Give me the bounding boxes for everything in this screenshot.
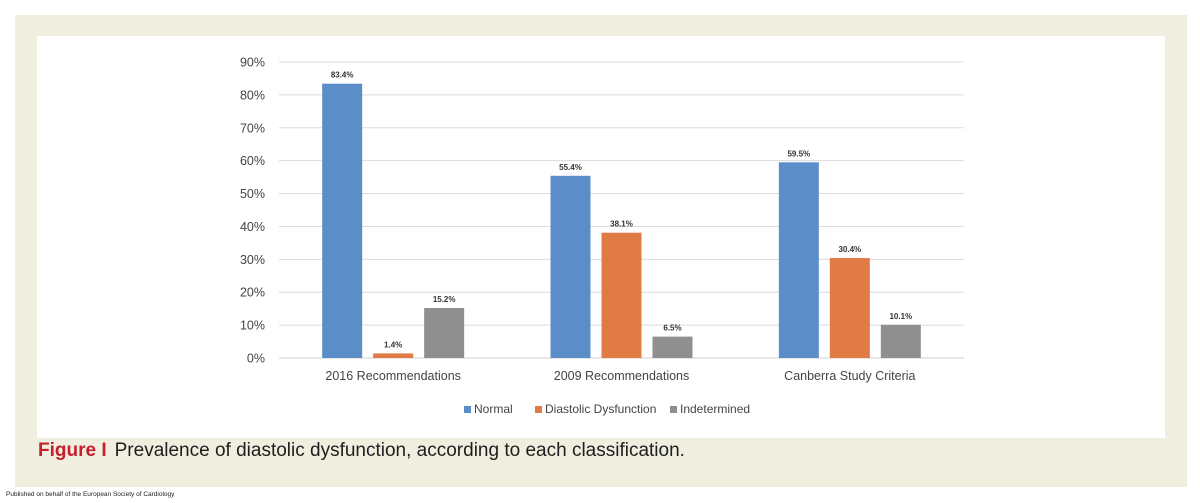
- bar: [652, 336, 693, 358]
- bar: [601, 232, 642, 358]
- x-category-label: 2009 Recommendations: [554, 369, 690, 383]
- y-tick-label: 30%: [240, 253, 265, 267]
- y-tick-label: 80%: [240, 88, 265, 102]
- bar: [322, 83, 363, 358]
- bar: [373, 353, 414, 358]
- data-label: 10.1%: [889, 312, 912, 321]
- bar: [829, 258, 870, 358]
- legend-label: Indetermined: [680, 402, 750, 416]
- y-tick-label: 90%: [240, 56, 265, 70]
- bar: [880, 324, 921, 358]
- y-tick-label: 20%: [240, 286, 265, 300]
- y-tick-label: 0%: [247, 352, 265, 366]
- legend-label: Normal: [474, 402, 513, 416]
- y-tick-label: 40%: [240, 220, 265, 234]
- publisher-note: Published on behalf of the European Soci…: [6, 491, 175, 498]
- y-tick-label: 50%: [240, 187, 265, 201]
- data-label: 55.4%: [559, 163, 582, 172]
- x-category-label: Canberra Study Criteria: [784, 369, 915, 383]
- data-label: 83.4%: [331, 71, 354, 80]
- y-tick-label: 10%: [240, 319, 265, 333]
- data-label: 38.1%: [610, 220, 633, 229]
- data-label: 59.5%: [787, 149, 810, 158]
- data-label: 30.4%: [838, 245, 861, 254]
- x-category-label: 2016 Recommendations: [325, 369, 461, 383]
- bar: [550, 175, 591, 358]
- figure-label: Figure I: [38, 440, 107, 461]
- y-tick-label: 60%: [240, 154, 265, 168]
- bar: [424, 308, 465, 358]
- legend-swatch: [464, 406, 471, 413]
- legend-swatch: [535, 406, 542, 413]
- legend-label: Diastolic Dysfunction: [545, 402, 656, 416]
- bar: [778, 162, 819, 358]
- legend-swatch: [670, 406, 677, 413]
- data-label: 1.4%: [384, 340, 402, 349]
- y-tick-label: 70%: [240, 121, 265, 135]
- chart-panel: 0% 10% 20% 30% 40% 50% 60% 70% 80% 90% 83.4% 1.4% 15…: [37, 36, 1165, 438]
- data-label: 6.5%: [663, 324, 681, 333]
- data-label: 15.2%: [433, 295, 456, 304]
- figure-caption: Figure I Prevalence of diastolic dysfunct…: [38, 440, 685, 466]
- bar-chart: 0% 10% 20% 30% 40% 50% 60% 70% 80% 90% 83.4% 1.4% 15…: [240, 56, 964, 416]
- caption-text: Prevalence of diastolic dysfunction, acc…: [114, 440, 685, 461]
